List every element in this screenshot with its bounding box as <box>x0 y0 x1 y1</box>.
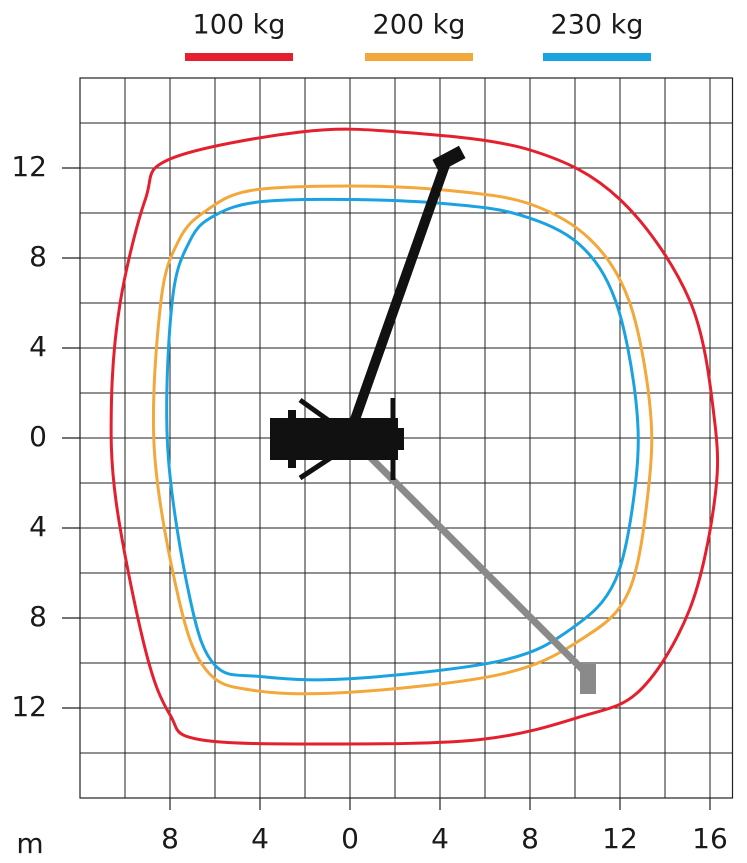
legend: 100 kg 200 kg 230 kg <box>185 10 651 61</box>
upper-boom <box>347 163 450 430</box>
curves <box>109 127 720 746</box>
base-end <box>396 428 404 450</box>
x-tick-label: 8 <box>161 822 179 855</box>
legend-label: 200 kg <box>373 10 466 41</box>
y-tick-label: 0 <box>29 420 47 453</box>
x-tick-label: 4 <box>431 822 449 855</box>
x-tick-label: 8 <box>521 822 539 855</box>
legend-label: 230 kg <box>551 10 644 41</box>
x-tick-label: 4 <box>251 822 269 855</box>
lower-boom <box>355 442 588 675</box>
range-curve <box>109 127 720 746</box>
outrigger <box>298 452 337 481</box>
axes: 12 8 4 0 4 8 12 8 4 0 4 8 12 16 m <box>11 150 728 860</box>
range-curve <box>165 197 640 682</box>
y-tick-label: 12 <box>11 150 47 183</box>
lower-basket <box>580 664 596 694</box>
y-tick-label: 4 <box>29 330 47 363</box>
upper-basket <box>432 145 466 173</box>
outrigger <box>288 410 296 468</box>
legend-swatch <box>365 53 473 61</box>
x-tick-label: 16 <box>692 822 728 855</box>
legend-swatch <box>543 53 651 61</box>
y-tick-label: 4 <box>29 510 47 543</box>
y-tick-label: 12 <box>11 690 47 723</box>
range-curve <box>151 184 654 696</box>
outrigger <box>298 397 337 428</box>
axis-unit: m <box>16 827 43 859</box>
legend-label: 100 kg <box>193 10 286 41</box>
legend-swatch <box>185 53 293 61</box>
x-tick-label: 12 <box>602 822 638 855</box>
x-tick-label: 0 <box>341 822 359 855</box>
y-tick-label: 8 <box>29 240 47 273</box>
machine <box>270 145 596 694</box>
y-tick-label: 8 <box>29 600 47 633</box>
